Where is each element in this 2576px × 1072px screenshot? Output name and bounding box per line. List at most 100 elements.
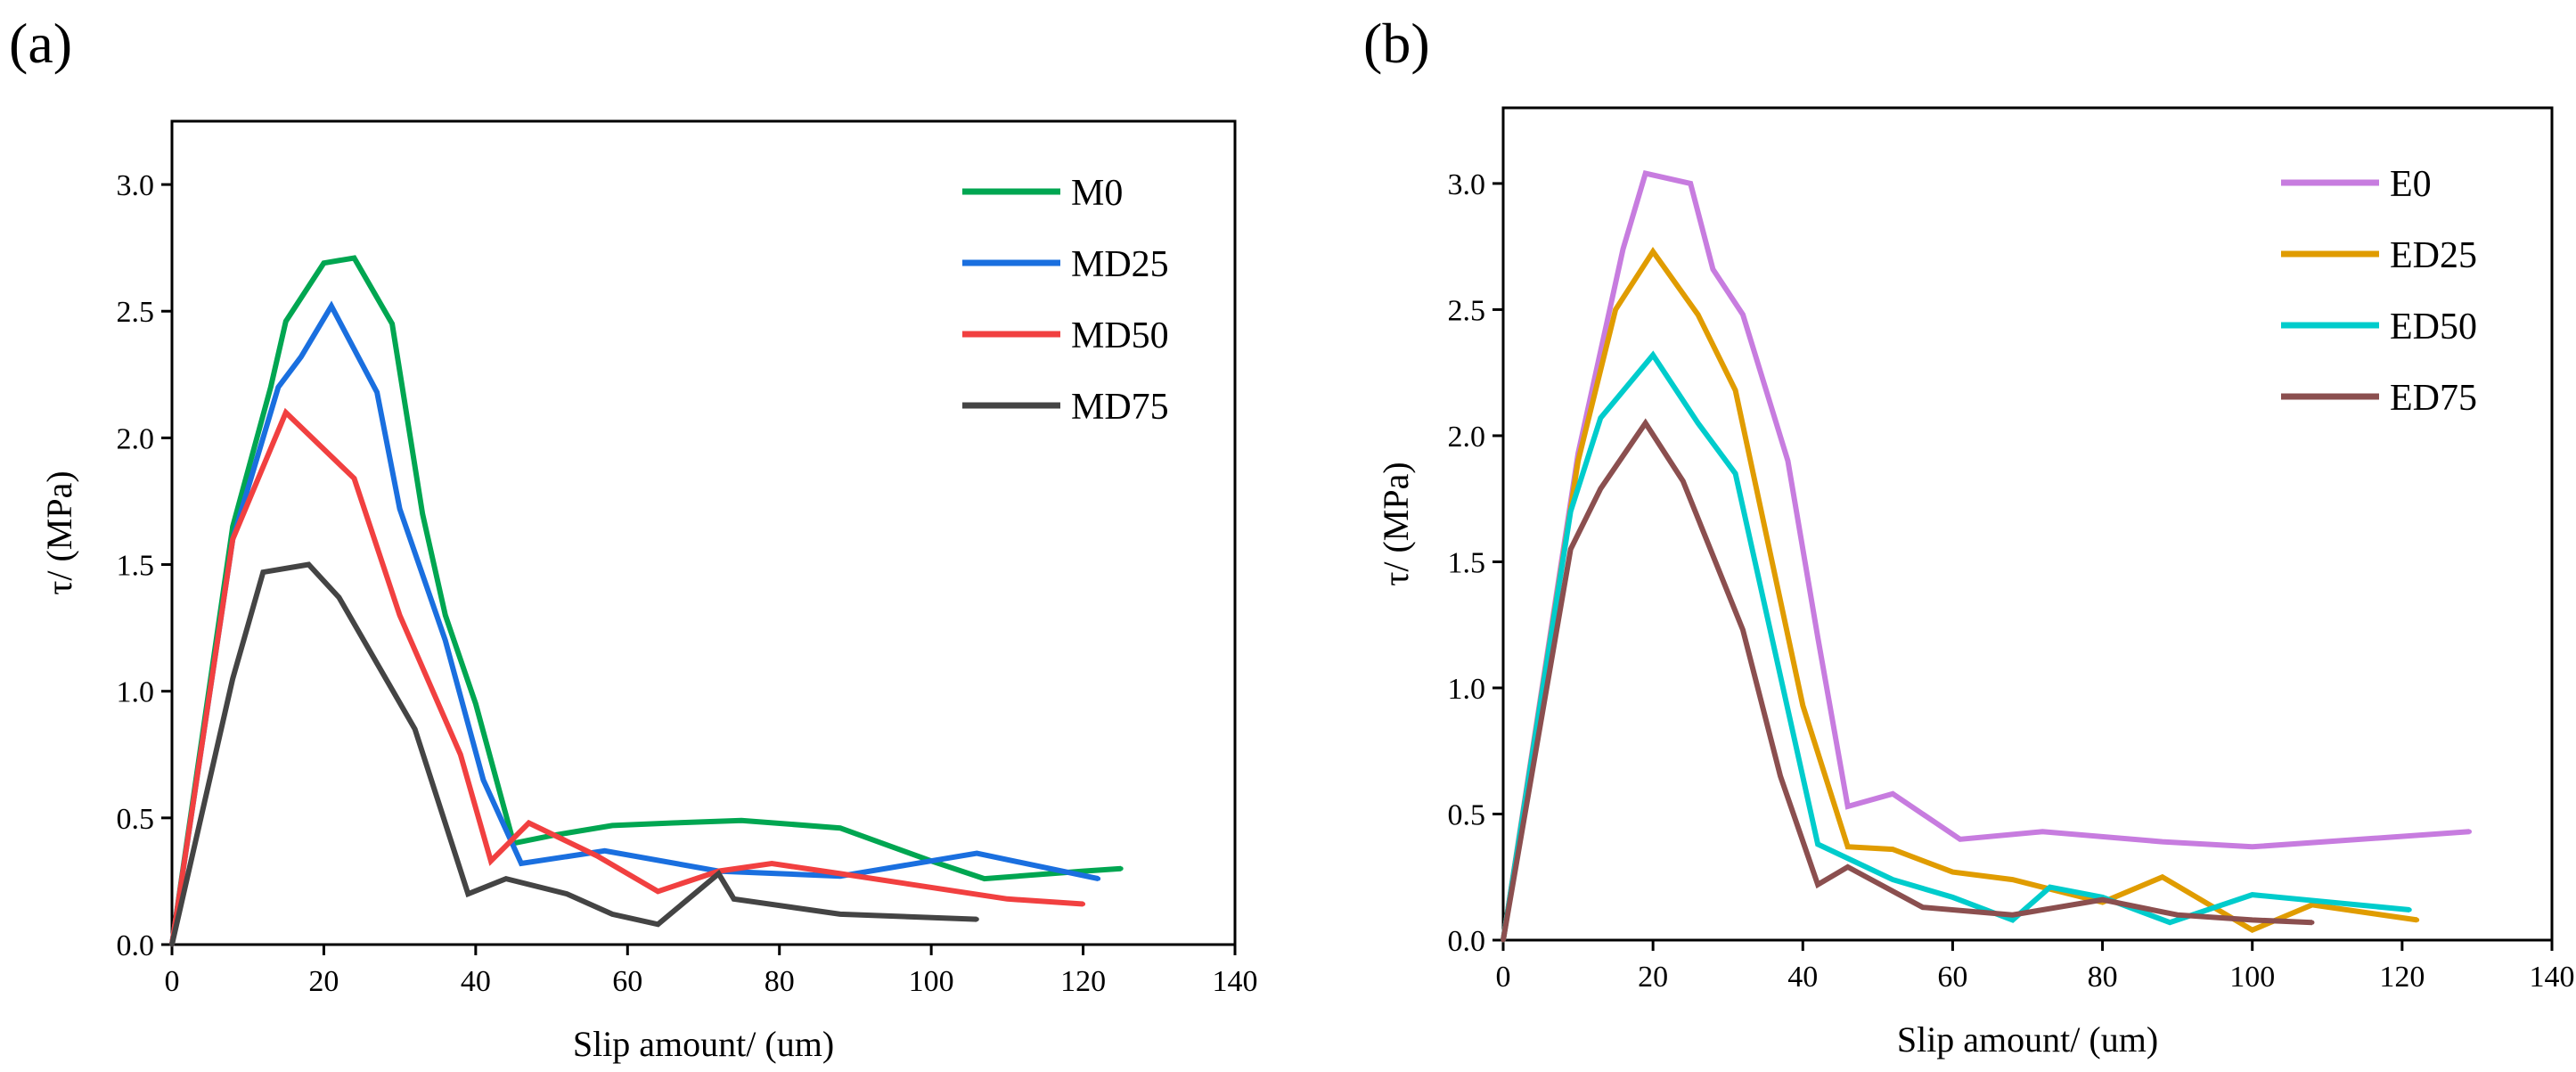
data-point — [1118, 866, 1124, 872]
y-tick-label: 0.5 — [1448, 798, 1486, 831]
data-point — [169, 942, 175, 947]
legend-label: MD50 — [1071, 315, 1169, 356]
data-point — [2250, 844, 2255, 849]
x-axis-title: Slip amount/ (um) — [573, 1024, 834, 1064]
data-point — [336, 594, 341, 600]
data-point — [838, 912, 843, 917]
data-point — [1920, 904, 1926, 910]
legend-label: ED50 — [2390, 307, 2477, 348]
x-tick-label: 140 — [2530, 961, 2575, 994]
series-line-ed75 — [1501, 418, 2313, 941]
data-point — [321, 260, 326, 266]
data-point — [739, 818, 744, 823]
data-point — [374, 389, 380, 395]
data-point — [2250, 928, 2255, 933]
data-point — [443, 612, 448, 618]
data-point — [488, 858, 494, 863]
y-tick-label: 2.5 — [117, 296, 155, 329]
data-point — [275, 385, 281, 390]
y-axis-title: τ/ (MPa) — [39, 471, 79, 594]
x-tick-label: 100 — [909, 965, 954, 998]
panel-a: (a) 0 20 40 60 80 100 120 140 0.0 0.5 1.0 1.5 2.0 2.5 3… — [9, 12, 1258, 1064]
data-point — [564, 891, 569, 896]
data-point — [260, 569, 266, 575]
data-point — [982, 876, 987, 881]
data-point — [1815, 882, 1820, 888]
data-point — [1845, 864, 1851, 870]
data-point — [974, 851, 979, 856]
series-line-m0 — [169, 255, 1122, 945]
data-point — [2415, 917, 2420, 922]
legend-label: MD75 — [1071, 387, 1169, 428]
data-point — [389, 321, 395, 326]
data-point — [519, 861, 524, 866]
data-point — [1621, 246, 1626, 251]
data-point — [420, 511, 425, 517]
data-point — [1890, 877, 1895, 882]
legend-label: M0 — [1071, 173, 1123, 214]
data-point — [1096, 876, 1101, 881]
data-point — [283, 410, 289, 415]
data-point — [2160, 839, 2165, 845]
data-point — [1643, 421, 1648, 426]
data-point — [655, 921, 660, 927]
data-point — [298, 354, 304, 359]
x-axis-title: Slip amount/ (um) — [1897, 1019, 2158, 1060]
data-point — [2250, 892, 2255, 897]
data-point — [397, 506, 403, 511]
data-point — [2160, 874, 2165, 880]
data-point — [1785, 458, 1790, 463]
data-point — [1740, 627, 1746, 633]
x-tick-label: 40 — [1787, 961, 1818, 994]
data-point — [1598, 486, 1603, 491]
data-point — [1004, 896, 1010, 902]
data-point — [1598, 415, 1603, 421]
data-point — [769, 861, 774, 866]
data-point — [1650, 249, 1656, 254]
y-tick-label: 1.0 — [1448, 673, 1486, 706]
data-point — [527, 821, 532, 826]
y-tick-label: 2.0 — [117, 422, 155, 455]
x-tick-label: 80 — [765, 965, 795, 998]
data-point — [1575, 458, 1581, 463]
data-point — [1613, 307, 1618, 312]
series-line-e0 — [1501, 170, 2470, 941]
y-tick-label: 1.0 — [117, 676, 155, 709]
data-point — [1081, 869, 1086, 874]
data-point — [458, 752, 463, 757]
data-point — [306, 562, 311, 568]
series-line-ed25 — [1501, 246, 2418, 941]
data-point — [268, 385, 274, 390]
data-point — [1845, 844, 1851, 849]
legend-label: ED75 — [2390, 378, 2477, 419]
data-point — [473, 701, 478, 707]
data-point — [1568, 509, 1574, 514]
series-line-md75 — [169, 561, 977, 945]
series-line-ed50 — [1501, 350, 2410, 941]
data-point — [1740, 312, 1746, 317]
data-point — [1688, 181, 1693, 186]
data-point — [670, 821, 675, 826]
x-tick-label: 40 — [461, 965, 491, 998]
data-point — [1081, 902, 1086, 907]
panel-label: (b) — [1363, 12, 1430, 75]
data-point — [230, 536, 235, 542]
data-point — [2010, 912, 2016, 918]
x-tick-label: 0 — [165, 965, 180, 998]
data-point — [602, 848, 608, 854]
x-tick-label: 60 — [1937, 961, 1967, 994]
panel-b: (b) 0 20 40 60 80 100 120 140 0.0 0.5 1.0 1.5 2.0 2.5 3… — [1363, 12, 2575, 1060]
y-axis-title: τ/ (MPa) — [1376, 462, 1416, 585]
data-point — [329, 304, 334, 309]
x-tick-label: 20 — [1638, 961, 1668, 994]
data-point — [480, 777, 486, 782]
plot-frame — [170, 119, 1237, 946]
data-point — [2010, 877, 2016, 882]
data-point — [1815, 634, 1820, 640]
data-point — [443, 638, 448, 643]
data-point — [609, 912, 615, 917]
data-point — [1643, 171, 1648, 176]
data-point — [1890, 847, 1895, 852]
x-tick-label: 100 — [2229, 961, 2275, 994]
